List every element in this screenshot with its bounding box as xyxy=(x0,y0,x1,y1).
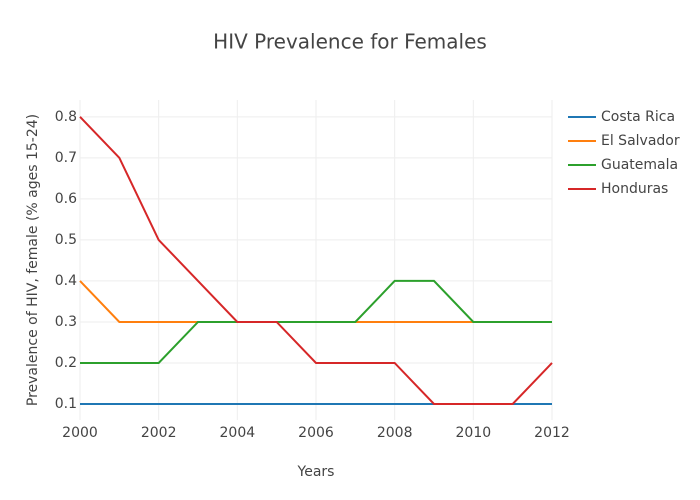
x-tick-label: 2006 xyxy=(298,425,334,441)
x-tick-label: 2010 xyxy=(456,425,492,441)
y-tick-label: 0.3 xyxy=(55,314,77,330)
legend-label: Costa Rica xyxy=(601,109,675,125)
legend-label: El Salvador xyxy=(601,133,680,149)
y-axis-label: Prevalence of HIV, female (% ages 15-24) xyxy=(25,114,41,406)
y-tick-label: 0.2 xyxy=(55,355,77,371)
series-line xyxy=(79,116,553,405)
chart-title: HIV Prevalence for Females xyxy=(213,30,487,54)
y-tick-label: 0.6 xyxy=(55,191,77,207)
series-line xyxy=(80,279,552,364)
legend-label: Honduras xyxy=(601,181,668,197)
y-tick-label: 0.7 xyxy=(55,150,77,166)
y-tick-label: 0.4 xyxy=(55,273,77,289)
legend-label: Guatemala xyxy=(601,157,678,173)
y-tick-label: 0.8 xyxy=(55,109,77,125)
x-axis-label: Years xyxy=(297,464,335,480)
x-tick-label: 2000 xyxy=(62,425,98,441)
x-tick-label: 2004 xyxy=(220,425,256,441)
y-tick-label: 0.5 xyxy=(55,232,77,248)
x-tick-label: 2012 xyxy=(534,425,570,441)
y-tick-label: 0.1 xyxy=(55,396,77,412)
x-tick-label: 2002 xyxy=(141,425,177,441)
x-tick-label: 2008 xyxy=(377,425,413,441)
